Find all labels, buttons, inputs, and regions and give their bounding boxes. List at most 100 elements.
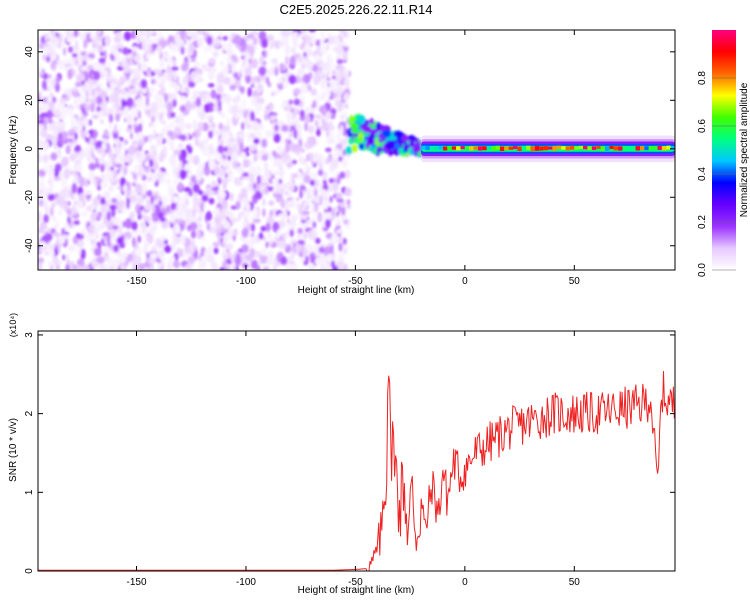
- heatmap-cell: [276, 120, 283, 127]
- heatmap-cell: [297, 67, 306, 79]
- colorbar-tick-label: 0.8: [697, 71, 708, 85]
- heatmap-cell: [330, 159, 339, 170]
- heatmap-cell: [434, 146, 439, 150]
- heatmap-cell: [38, 169, 46, 177]
- heatmap-cell: [365, 141, 370, 149]
- heatmap-cell: [327, 206, 332, 214]
- heatmap-cell: [93, 47, 99, 53]
- heatmap-cell: [343, 137, 347, 147]
- heatmap-cell: [203, 165, 208, 173]
- heatmap-cell: [438, 146, 443, 150]
- heatmap-cell: [552, 145, 557, 151]
- heatmap-cell: [185, 144, 192, 151]
- heatmap-cell: [95, 233, 99, 240]
- heatmap-cell: [106, 210, 111, 222]
- heatmap-cell: [292, 37, 298, 42]
- heatmap-cell: [282, 156, 287, 165]
- heatmap-cell: [193, 155, 200, 166]
- heatmap-cell: [133, 67, 141, 79]
- heatmap-cell: [242, 98, 246, 109]
- heatmap-cell: [180, 234, 186, 246]
- heatmap-cell: [329, 195, 333, 203]
- heatmap-cell: [265, 241, 269, 249]
- heatmap-cell: [226, 118, 230, 128]
- heatmap-cell: [163, 171, 169, 177]
- heatmap-cell: [43, 214, 49, 224]
- heatmap-cell: [131, 221, 138, 231]
- heatmap-cell: [67, 129, 75, 137]
- heatmap-cell: [262, 267, 269, 270]
- heatmap-cell: [222, 43, 230, 52]
- heatmap-cell: [322, 196, 329, 201]
- y-tick-label: -40: [24, 238, 35, 253]
- heatmap-cell: [308, 30, 316, 33]
- heatmap-cell: [96, 211, 103, 218]
- heatmap-cell: [335, 64, 343, 71]
- heatmap-cell: [115, 258, 120, 268]
- heatmap-cell: [177, 143, 184, 149]
- heatmap-cell: [304, 122, 308, 132]
- heatmap-cell: [149, 222, 157, 229]
- heatmap-cell: [47, 244, 55, 249]
- heatmap-cell: [42, 79, 47, 90]
- heatmap-cell: [252, 208, 259, 217]
- heatmap-cell: [298, 157, 306, 165]
- heatmap-cell: [351, 144, 358, 153]
- heatmap-cell: [314, 53, 319, 63]
- heatmap-cell: [305, 60, 314, 71]
- heatmap-cell: [297, 240, 305, 245]
- heatmap-cell: [364, 132, 369, 138]
- heatmap-cell: [295, 43, 299, 48]
- heatmap-cell: [343, 92, 350, 100]
- heatmap-cell: [336, 55, 341, 61]
- heatmap-cell: [109, 204, 117, 211]
- heatmap-cell: [451, 146, 457, 150]
- y-tick-label: 2: [24, 410, 35, 416]
- heatmap-cell: [328, 120, 334, 131]
- heatmap-cell: [195, 192, 199, 204]
- heatmap-cell: [177, 247, 181, 254]
- heatmap-cell: [192, 183, 200, 194]
- heatmap-cell: [216, 213, 225, 219]
- heatmap-cell: [639, 146, 645, 151]
- heatmap-cell: [306, 219, 312, 224]
- heatmap-cell: [151, 172, 158, 183]
- heatmap-cell: [92, 129, 97, 139]
- heatmap-cell: [170, 44, 179, 53]
- heatmap-y-label: Frequency (Hz): [8, 116, 19, 185]
- heatmap-cell: [604, 146, 610, 151]
- heatmap-cell: [316, 129, 321, 137]
- heatmap-cell: [150, 102, 158, 112]
- heatmap-cell: [190, 230, 197, 239]
- heatmap-cell: [210, 89, 217, 100]
- heatmap-cell: [172, 165, 177, 177]
- heatmap-cell: [261, 154, 268, 162]
- heatmap-cell: [325, 253, 334, 263]
- heatmap-cell: [517, 146, 522, 152]
- heatmap-cell: [196, 167, 201, 173]
- heatmap-cell: [235, 76, 241, 82]
- heatmap-cell: [268, 101, 273, 112]
- heatmap-cell: [187, 32, 193, 38]
- heatmap-cell: [168, 155, 177, 167]
- heatmap-cell: [86, 264, 91, 270]
- heatmap-cell: [262, 182, 270, 187]
- heatmap-cell: [121, 98, 126, 108]
- heatmap-cell: [99, 51, 105, 56]
- x-tick-label: 50: [569, 577, 581, 588]
- heatmap-cell: [54, 232, 60, 238]
- heatmap-cell: [303, 200, 309, 208]
- heatmap-cell: [41, 154, 50, 163]
- heatmap-cell: [320, 263, 326, 270]
- heatmap-cell: [195, 97, 201, 107]
- heatmap-cell: [103, 191, 111, 199]
- heatmap-cell: [276, 229, 281, 240]
- heatmap-cell: [151, 246, 157, 253]
- heatmap-cell: [578, 145, 584, 149]
- heatmap-cell: [670, 146, 675, 150]
- heatmap-cell: [299, 96, 306, 101]
- heatmap-cell: [84, 72, 90, 82]
- heatmap-cell: [180, 46, 185, 55]
- heatmap-cell: [127, 49, 133, 54]
- heatmap-cell: [253, 164, 262, 176]
